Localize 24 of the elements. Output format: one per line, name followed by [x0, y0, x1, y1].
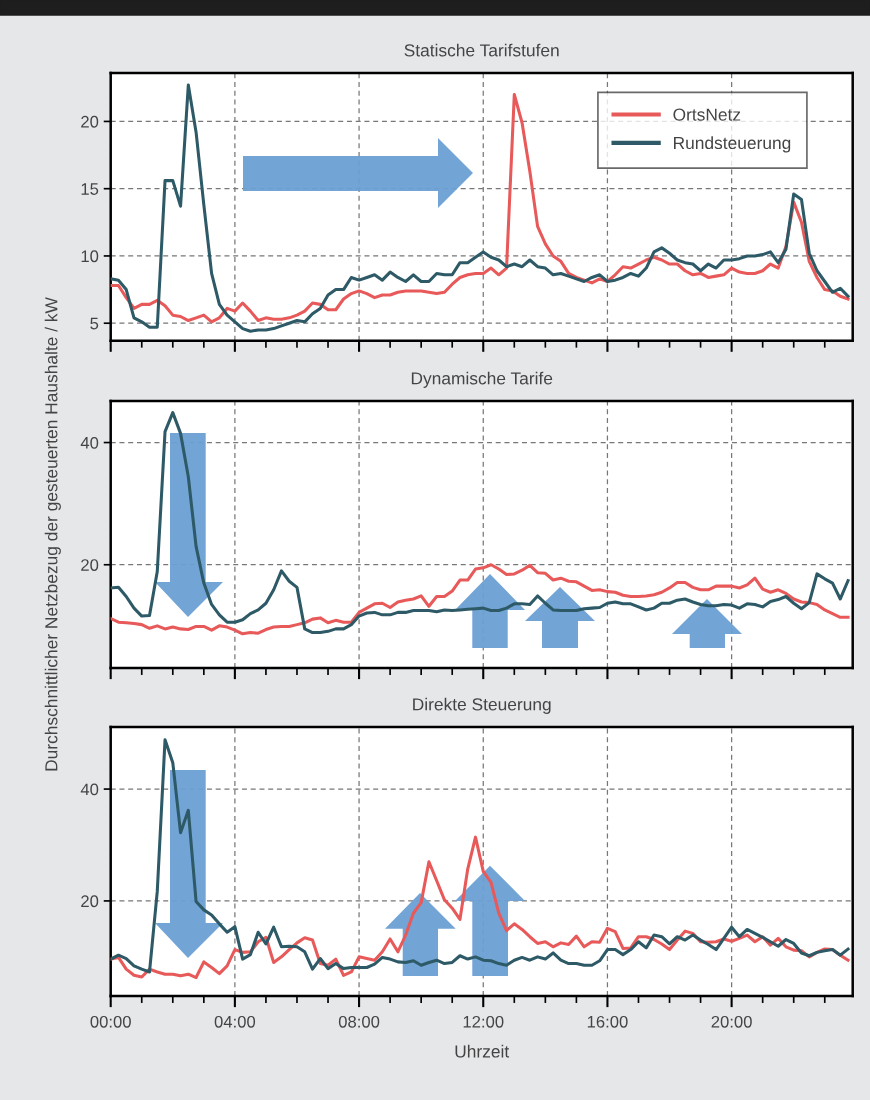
chart-title: Dynamische Tarife — [411, 371, 553, 388]
chart-title: Direkte Steuerung — [413, 697, 551, 714]
x-tick-label: 16:00 — [587, 1015, 628, 1028]
line-series — [110, 563, 850, 636]
x-tick-label: 12:00 — [463, 1015, 504, 1028]
y-tick-label: 15 — [81, 183, 99, 195]
y-tick-label: 20 — [81, 895, 99, 908]
chart-title: Statische Tarifstufen — [404, 43, 559, 57]
line-series — [110, 411, 850, 635]
y-tick-label: 20 — [81, 559, 99, 571]
y-tick-label: 40 — [80, 783, 99, 796]
y-tick-label: 20 — [81, 115, 99, 128]
legend-label: Rundsteuerung — [674, 136, 791, 153]
x-tick-label: 04:00 — [214, 1015, 256, 1028]
line-series — [110, 738, 850, 974]
x-tick-label: 00:00 — [90, 1015, 131, 1028]
legend-label: OrtsNetz — [673, 108, 741, 121]
x-tick-label: 08:00 — [338, 1015, 380, 1028]
y-tick-label: 40 — [80, 436, 99, 449]
x-tick-label: 20:00 — [711, 1015, 752, 1028]
y-axis-title: Durchschnittlicher Netzbezug der gesteuerten Haushalte / kW — [44, 297, 61, 771]
y-tick-label: 10 — [81, 250, 99, 263]
y-tick-label: 5 — [90, 317, 99, 330]
x-axis-title: Uhrzeit — [455, 1044, 510, 1058]
